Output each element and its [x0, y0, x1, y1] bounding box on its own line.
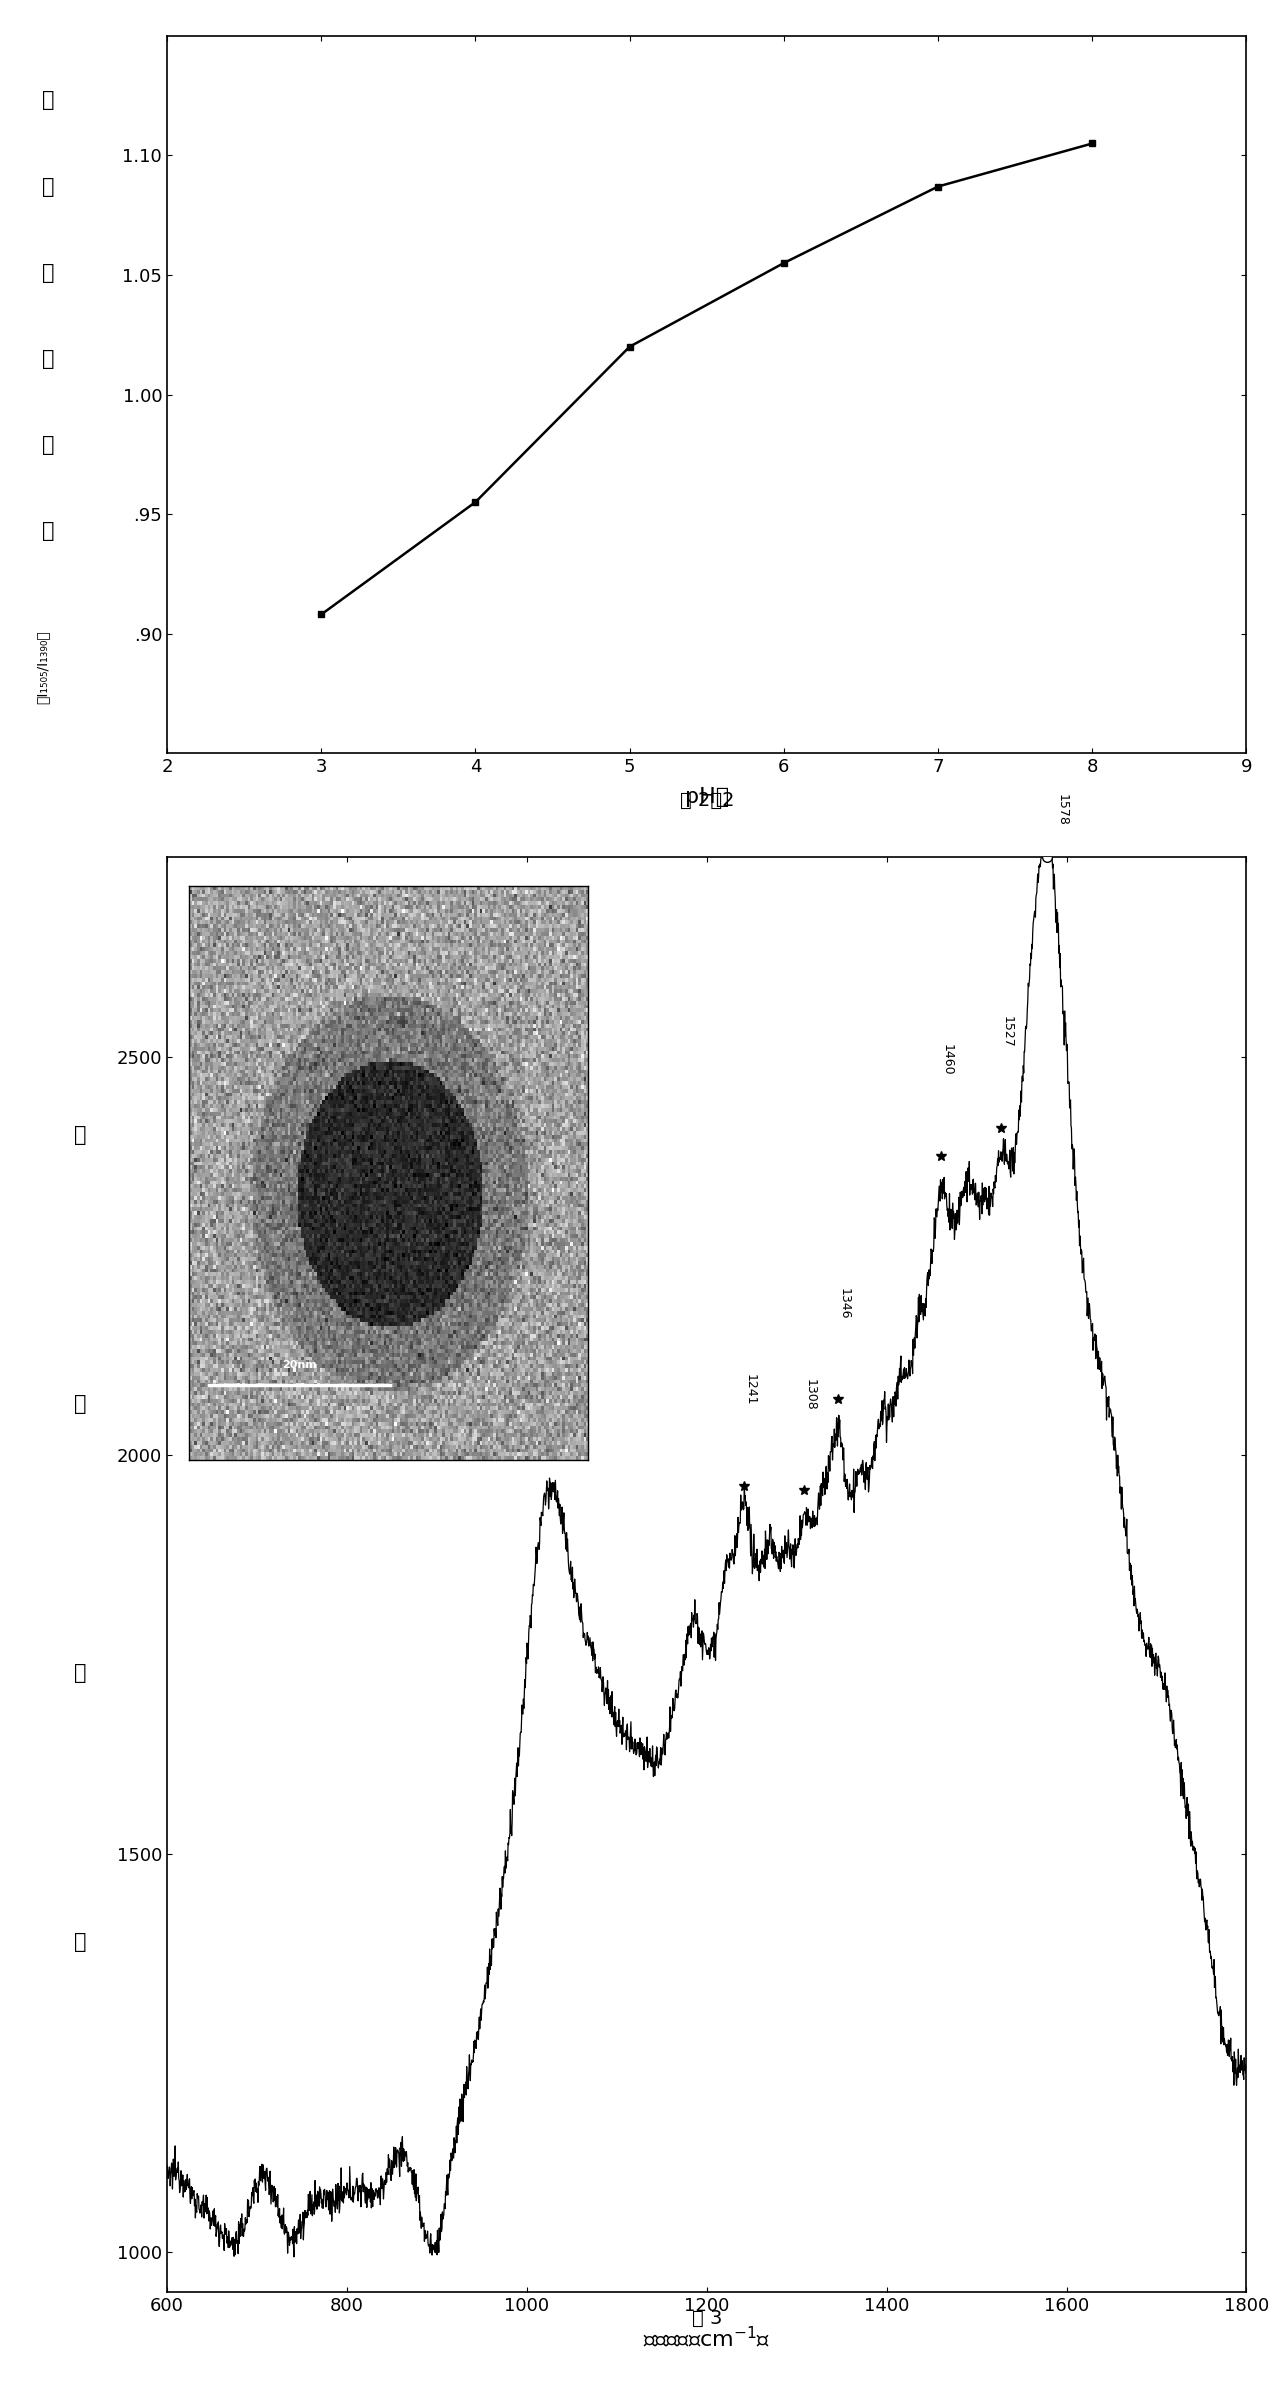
Text: 1527: 1527	[1001, 1017, 1014, 1048]
Text: 1346: 1346	[838, 1287, 851, 1319]
Text: 度: 度	[75, 1931, 87, 1953]
Text: 号: 号	[42, 177, 54, 196]
X-axis label: pH值: pH值	[685, 787, 729, 806]
Text: 1460: 1460	[941, 1043, 953, 1077]
Text: 强: 强	[75, 1663, 87, 1682]
Text: 值: 值	[42, 522, 54, 541]
Text: 强: 强	[42, 263, 54, 282]
Text: 1308: 1308	[804, 1378, 817, 1409]
Text: 度: 度	[42, 349, 54, 369]
Text: 图 2－2: 图 2－2	[680, 790, 734, 809]
Text: 号: 号	[75, 1395, 87, 1414]
Text: 信: 信	[42, 91, 54, 110]
Text: 信: 信	[75, 1125, 87, 1146]
Text: 比: 比	[42, 436, 54, 455]
Text: （I₁₅₀₅/I₁₃₉₀）: （I₁₅₀₅/I₁₃₉₀）	[36, 629, 50, 704]
Text: 图 3: 图 3	[691, 2309, 722, 2328]
Text: 1578: 1578	[1056, 794, 1069, 826]
Text: 1241: 1241	[744, 1374, 757, 1407]
X-axis label: 拉曼波数（cm$^{-1}$）: 拉曼波数（cm$^{-1}$）	[642, 2326, 771, 2350]
